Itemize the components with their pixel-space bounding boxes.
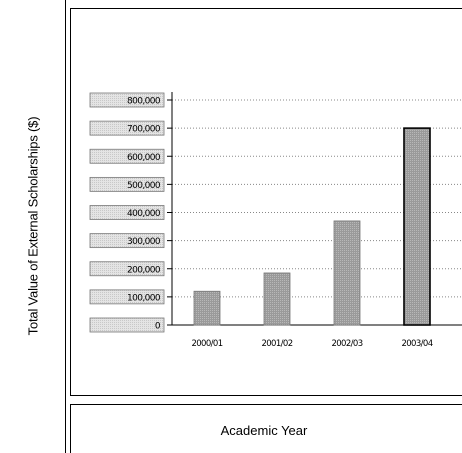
x-tick-label: 2000/01 <box>191 339 222 349</box>
bar <box>403 127 431 326</box>
y-tick-label-box <box>89 233 165 249</box>
y-tick-label-box <box>89 176 165 192</box>
plot-frame-bottom <box>70 395 462 396</box>
y-tick-label: 700,000 <box>127 125 161 135</box>
x-axis-categories: 2000/01 2001/02 2002/03 2003/04 <box>191 339 433 349</box>
bar <box>333 220 361 326</box>
xlabel-frame-top <box>70 404 462 405</box>
y-tick-label: 300,000 <box>127 237 161 247</box>
y-tick-label-box <box>89 261 165 277</box>
x-tick-label: 2003/04 <box>401 339 432 349</box>
y-tick-label: 100,000 <box>127 293 161 303</box>
y-tick-label: 200,000 <box>127 265 161 275</box>
y-tick-label-box <box>89 92 165 108</box>
y-tick-label: 500,000 <box>127 181 161 191</box>
y-tick-label-box <box>89 120 165 136</box>
y-tick-label-box <box>89 289 165 305</box>
y-tick-label: 0 <box>155 322 161 332</box>
y-tick-label: 800,000 <box>127 97 161 107</box>
bar <box>263 272 291 326</box>
bars <box>193 127 431 326</box>
y-tick-label-box <box>89 205 165 220</box>
xlabel-frame-left <box>70 404 71 453</box>
x-tick-label: 2002/03 <box>331 339 362 349</box>
y-tick-label: 400,000 <box>127 209 161 219</box>
y-axis: 0 100,000 200,000 300,000 400,000 500,000 600,… <box>89 92 462 333</box>
x-axis-title: Academic Year <box>220 423 308 438</box>
y-tick-label-box <box>89 317 165 333</box>
plot-frame-left <box>70 8 71 396</box>
bar <box>193 290 221 326</box>
x-tick-label: 2001/02 <box>261 339 292 349</box>
y-tick-label: 600,000 <box>127 153 161 163</box>
left-panel-divider <box>65 0 66 453</box>
y-tick-label-box <box>89 148 165 164</box>
plot-frame-top <box>70 8 462 9</box>
